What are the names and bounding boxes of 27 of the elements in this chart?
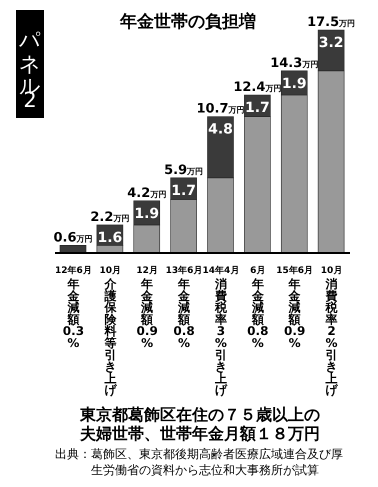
- text: パネル2: [16, 10, 44, 118]
- x-tick-label: 15年6月年金減額0.9%: [276, 265, 314, 350]
- category-label: 10月介護保険料等引き上げ: [100, 266, 122, 398]
- data-label: 3.2: [318, 35, 344, 51]
- x-tick-label: 6月年金減額0.8%: [247, 265, 268, 350]
- x-tick-label: 12年6月年金減額0.3%: [55, 265, 92, 350]
- data-label: 1.6: [97, 230, 122, 246]
- total-label: 17.5万円: [307, 15, 356, 30]
- data-label: 1.9: [282, 76, 307, 92]
- source-note: 出典：葛飾区、東京都後期高齢者医療広域連合及び厚生労働省の資料から志位和大事務所が試算: [55, 446, 344, 478]
- chart-title: 年金世帯の負担増: [120, 11, 256, 33]
- total-label: 2.2万円: [90, 210, 130, 225]
- data-label: 4.8: [208, 122, 233, 138]
- total-label: 10.7万円: [196, 102, 245, 117]
- text: 東京都葛飾区在住の７５歳以上の夫婦世帯、世帯年金月額１８万円: [80, 405, 321, 443]
- data-label: 1.7: [244, 100, 270, 116]
- data-label: 1.7: [171, 182, 196, 199]
- total-label: 5.9万円: [164, 162, 204, 178]
- total-label: 14.3万円: [270, 56, 318, 71]
- category-label: 14年4月消費税率3%引き上げ: [202, 266, 240, 398]
- data-label: 1.9: [134, 206, 160, 222]
- x-tick-label: 12月年金減額0.9%: [136, 265, 158, 350]
- total-label: 0.6万円: [53, 230, 93, 246]
- category-label: 10月消費税率2%引き上げ: [320, 266, 342, 398]
- total-label: 4.2万円: [127, 186, 166, 201]
- total-label: 12.4万円: [233, 80, 282, 95]
- x-tick-label: 13年6月年金減額0.8%: [166, 265, 202, 350]
